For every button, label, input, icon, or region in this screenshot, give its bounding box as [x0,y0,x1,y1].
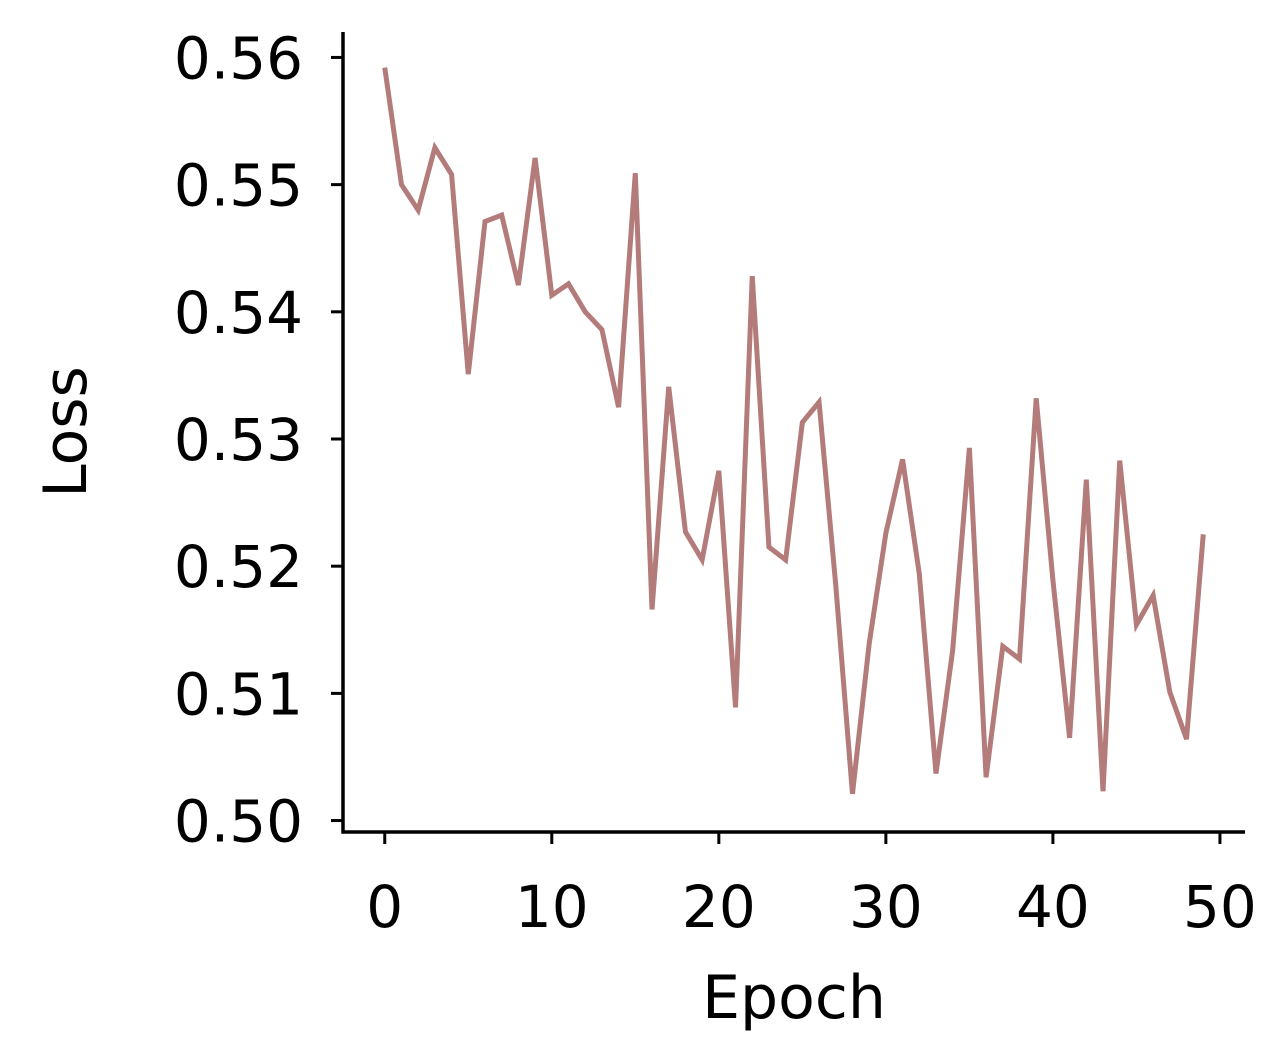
y-tick-label: 0.52 [174,533,303,601]
y-axis-title: Loss [31,366,101,498]
loss-series-line [382,67,1206,795]
x-tick-label: 20 [682,873,756,941]
x-tick-label: 30 [849,873,923,941]
y-tick-label: 0.55 [174,152,303,220]
x-tick-label: 40 [1016,873,1090,941]
y-tick-label: 0.51 [174,660,303,728]
x-tick-label: 50 [1183,873,1257,941]
y-tick-label: 0.50 [174,788,303,856]
y-tick-label: 0.56 [174,24,303,92]
x-tick-label: 10 [515,873,589,941]
x-axis-title: Epoch [702,963,886,1033]
axes: 0 10 20 30 40 50 0.50 0.51 0.52 0.53 0.54 0.55 0.56 [174,24,1257,941]
y-tick-label: 0.54 [174,279,303,347]
x-tick-label: 0 [366,873,403,941]
plot-area [382,67,1206,795]
y-tick-label: 0.53 [174,406,303,474]
